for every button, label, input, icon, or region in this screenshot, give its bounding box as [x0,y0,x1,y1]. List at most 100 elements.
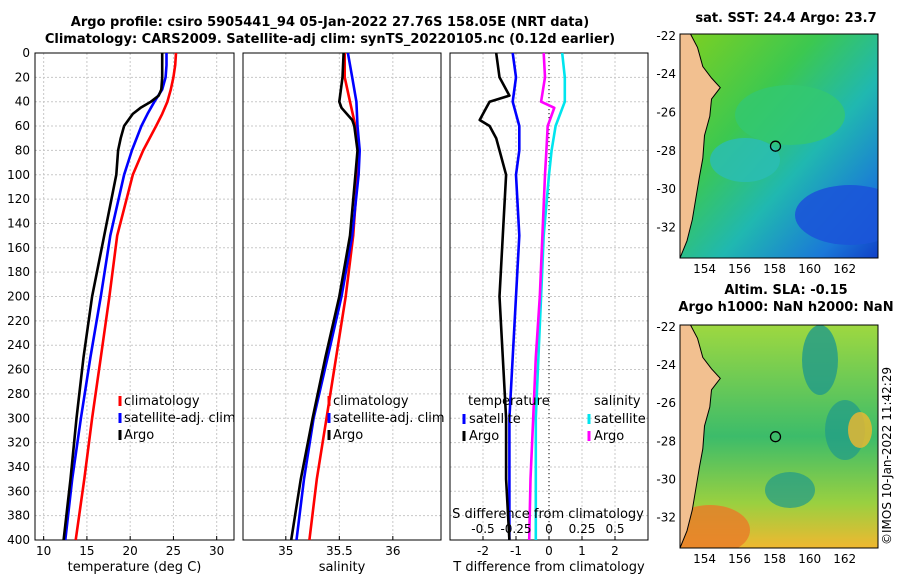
x-tick-label: -1 [510,544,522,558]
sst-map-frame [679,33,879,259]
y-tick-label: 160 [7,241,30,255]
y-tick-label: 300 [7,411,30,425]
legend-label: satellite-adj. clim [124,411,236,426]
map-lat-tick-label: -24 [656,67,676,81]
sla-blob [848,412,872,448]
x-tick-label: -2 [477,544,489,558]
x-axis-label: temperature (deg C) [68,560,202,575]
sst-map-field [680,34,878,258]
top-tick-label: 0.5 [605,522,624,536]
series-satellite-adj-clim [295,52,362,541]
sst-land [680,34,721,258]
y-tick-label: 380 [7,509,30,523]
map-lon-tick-label: 158 [763,262,786,276]
x-tick-label: 10 [36,544,51,558]
y-tick-label: 0 [22,46,30,60]
sst-blob [735,85,845,145]
series-s-argo [527,52,556,541]
y-tick-label: 60 [15,119,30,133]
map-lon-tick-label: 156 [728,552,751,566]
y-tick-label: 320 [7,436,30,450]
legend-s-title: salinity [594,394,641,409]
x-tick-label: 0 [545,544,553,558]
legend-label: satellite [469,412,521,427]
series-argo [62,53,164,541]
legend-label: Argo [333,428,363,443]
x-axis-label-top: S difference from climatology [452,507,644,522]
map-lon-tick-label: 154 [693,262,716,276]
y-tick-label: 200 [7,290,30,304]
legend-label: Argo [124,428,154,443]
top-tick-label: -0.5 [471,522,494,536]
x-axis-label: salinity [319,560,366,575]
x-tick-label: 1 [578,544,586,558]
x-tick-label: 2 [611,544,619,558]
y-tick-label: 220 [7,314,30,328]
legend-label: Argo [594,429,624,444]
map-lat-tick-label: -22 [656,29,676,43]
sst-blob [795,185,878,245]
sst-map-title: sat. SST: 24.4 Argo: 23.7 [695,11,877,26]
series-t-argo [478,52,511,541]
map-lat-tick-label: -32 [656,511,676,525]
sla-map-title-2: Argo h1000: NaN h2000: NaN [678,300,894,315]
x-tick-label: 35.5 [326,544,353,558]
sst-float-marker [769,140,782,152]
y-tick-label: 340 [7,460,30,474]
y-tick-label: 40 [15,95,30,109]
map-lon-tick-label: 158 [763,552,786,566]
series-t-satellite [508,52,521,540]
map-lon-tick-label: 156 [728,262,751,276]
map-lon-tick-label: 162 [833,552,856,566]
top-tick-label: 0 [545,522,553,536]
legend-label: Argo [469,429,499,444]
y-tick-label: 140 [7,216,30,230]
x-tick-label: 35 [278,544,293,558]
series-satellite-adj-clim [64,53,168,541]
series-climatology [74,52,178,541]
sst-blob [710,138,780,182]
series-s-satellite [534,52,567,540]
map-lat-tick-label: -26 [656,105,676,119]
x-tick-label: 36 [385,544,400,558]
map-lon-tick-label: 162 [833,262,856,276]
y-tick-label: 80 [15,143,30,157]
map-lat-tick-label: -22 [656,320,676,334]
legend-label: satellite [594,412,646,427]
y-tick-label: 100 [7,168,30,182]
chart-panel-temperature-profile: 10 15 20 25 30020406080100120140160180200220… [7,46,236,575]
series-argo [289,52,359,541]
top-tick-label: 0.25 [569,522,596,536]
sla-map-field [680,325,878,548]
map-lat-tick-label: -24 [656,358,676,372]
x-axis-label: T difference from climatology [452,560,645,575]
legend-label: climatology [124,394,200,409]
y-tick-label: 400 [7,533,30,547]
y-tick-label: 240 [7,338,30,352]
x-tick-label: 20 [123,544,138,558]
axes-frame [242,52,442,541]
y-tick-label: 120 [7,192,30,206]
legend-label: climatology [333,394,409,409]
x-tick-label: 25 [166,544,181,558]
map-lat-tick-label: -28 [656,144,676,158]
y-tick-label: 260 [7,363,30,377]
figure-title-line1: Argo profile: csiro 5905441_94 05-Jan-20… [70,15,590,30]
top-tick-label: -0.25 [500,522,531,536]
x-tick-label: 30 [209,544,224,558]
map-lat-tick-label: -28 [656,434,676,448]
chart-panel-salinity-profile: 35 35.5 36 salinity climatology satellite-adj… [242,52,445,575]
sla-map-title-1: Altim. SLA: -0.15 [724,283,848,298]
map-lat-tick-label: -32 [656,220,676,234]
y-tick-label: 280 [7,387,30,401]
axes-frame [34,52,235,541]
legend-label: satellite-adj. clim [333,411,445,426]
y-tick-label: 180 [7,265,30,279]
map-lon-tick-label: 160 [798,552,821,566]
y-tick-label: 20 [15,70,30,84]
y-tick-label: 360 [7,484,30,498]
sla-blob [765,472,815,508]
legend-t-title: temperature [468,394,550,409]
sla-blob [680,505,750,548]
